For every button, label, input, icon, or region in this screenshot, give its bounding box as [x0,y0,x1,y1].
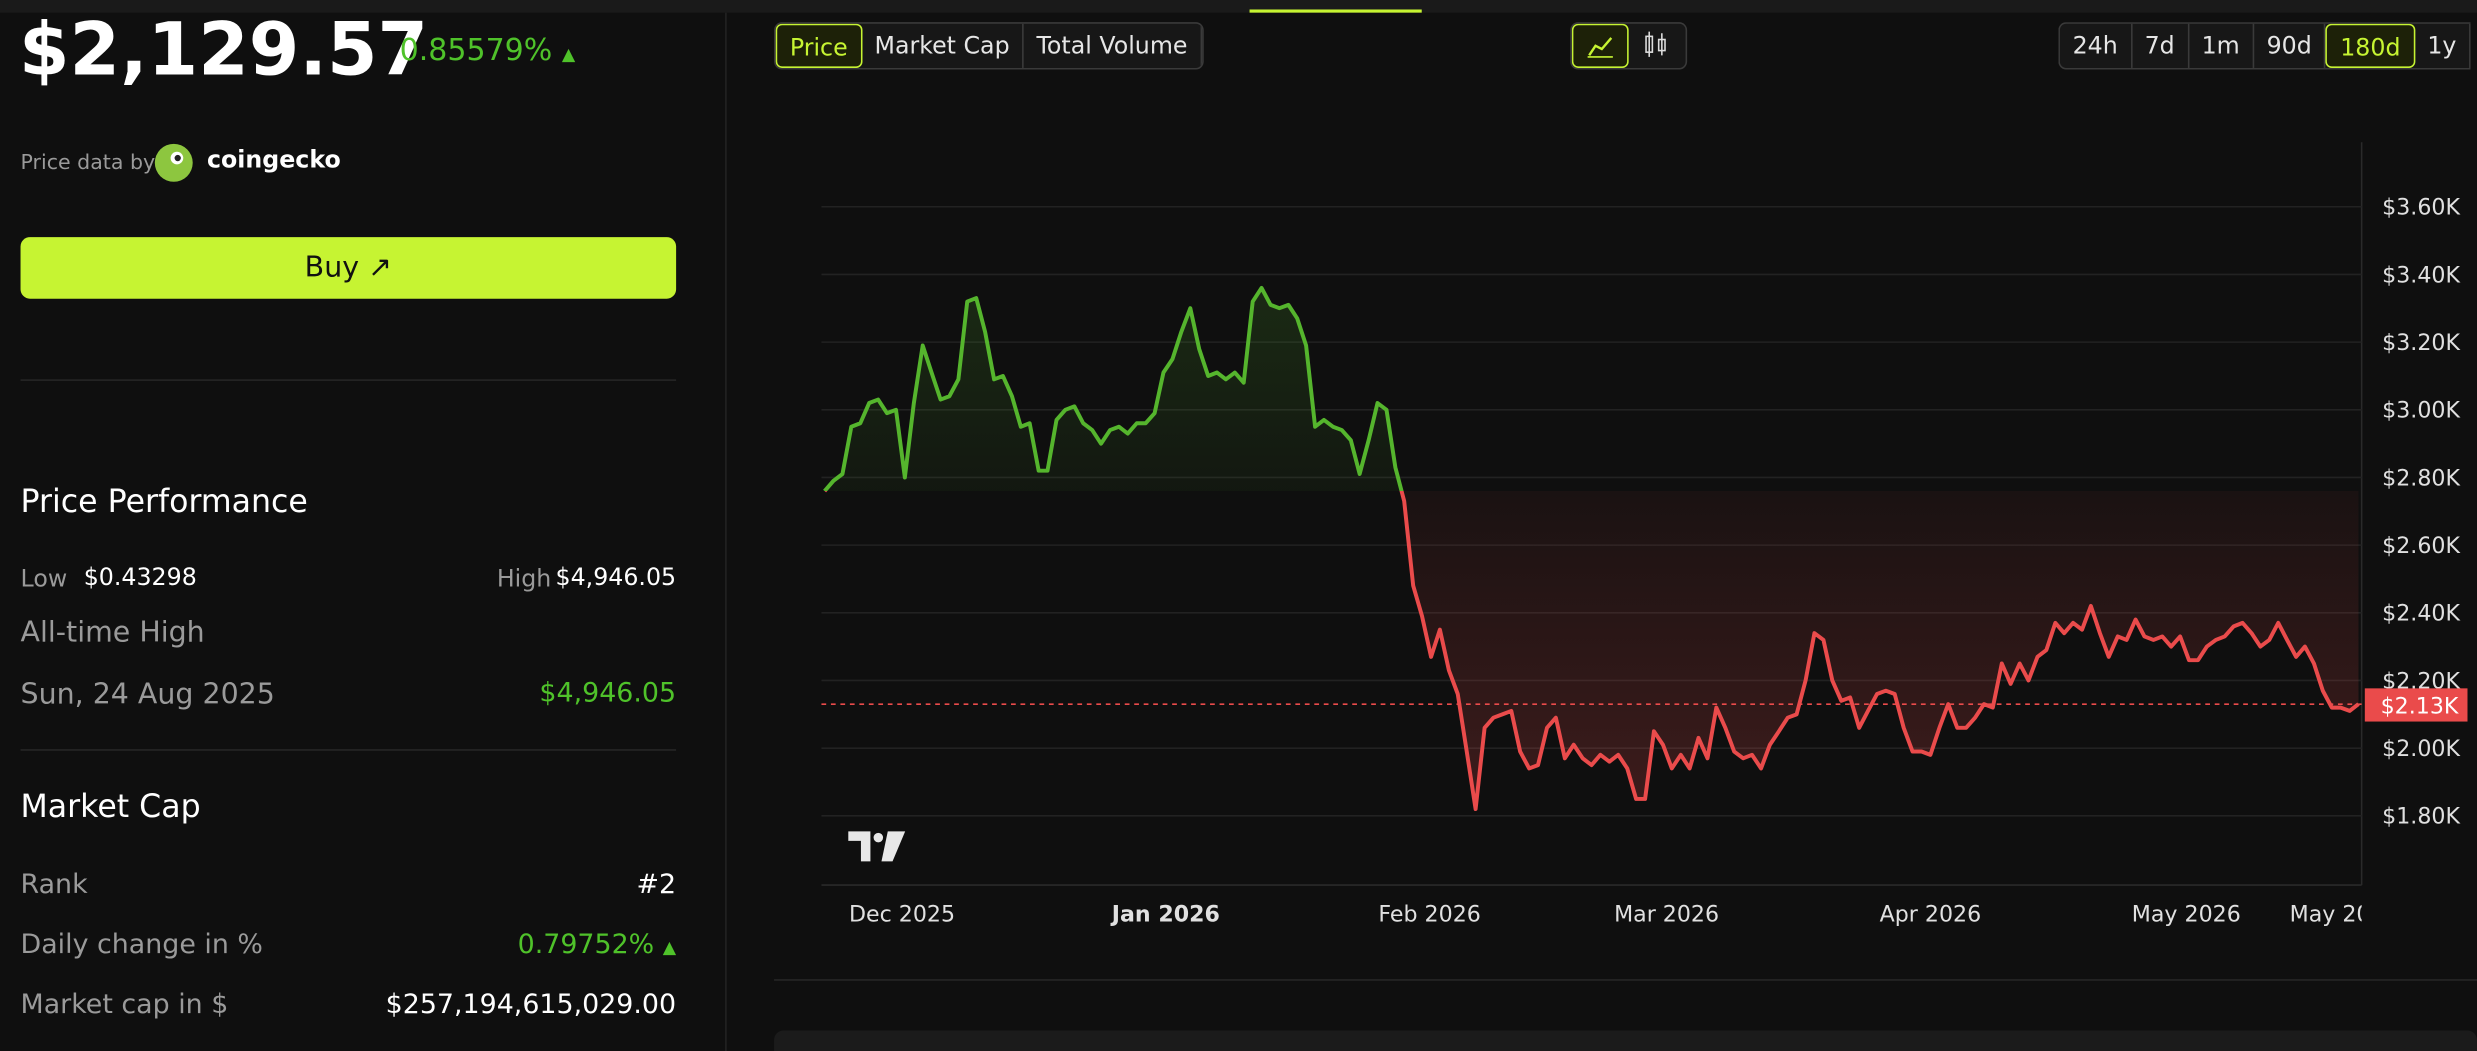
y-tick-label: $2.80K [2382,465,2460,491]
tradingview-logo [848,831,906,862]
source-prefix: Price data by [20,151,156,176]
ath-label: All-time High [20,616,205,650]
candle-chart-button[interactable] [1629,24,1686,68]
change-value: 0.85579% [399,33,553,68]
x-tick-label: Dec 2025 [849,901,955,927]
y-tick-label: $1.80K [2382,804,2460,830]
range-tab[interactable]: 90d [2254,23,2327,68]
current-price-label: $2.13K [2381,694,2459,720]
value: #2 [636,869,677,901]
buy-button[interactable]: Buy ↗ [20,237,677,299]
y-tick-label: $3.20K [2382,330,2460,356]
ath-value: $4,946.05 [539,678,677,710]
buy-label: Buy [304,251,360,285]
row-value: 0.79752% ▲ [518,929,676,961]
y-tick-label: $2.00K [2382,736,2460,762]
row-label: Daily change in % [20,929,263,961]
ath-date: Sun, 24 Aug 2025 [20,678,275,712]
low-label: Low [20,564,68,593]
coingecko-logo [154,143,193,182]
section-title: Market Cap [20,787,201,826]
separator [20,749,677,751]
range-tab[interactable]: 180d [2326,23,2415,68]
x-tick-label: Feb 2026 [1378,901,1480,927]
y-tick-label: $3.00K [2382,398,2460,424]
price: $2,129.57 [18,6,429,92]
y-tick-label: $3.40K [2382,262,2460,288]
row-label: Rank [20,869,88,901]
y-tick-label: $2.40K [2382,601,2460,627]
x-axis-labels: Dec 2025 Jan 2026 Feb 2026 Mar 2026 Apr 2026… [849,901,2371,927]
icon [1587,37,1613,58]
metric-tabs: Price Market Cap Total Volume [774,22,1204,70]
arrow: ▲ [662,937,677,958]
x-tick-label: Apr 2026 [1880,901,1982,927]
y-tick-label: $3.60K [2382,195,2460,221]
arrow-icon: ↗ [368,251,392,285]
icon [1645,31,1666,57]
high-label: High [496,564,552,593]
high-value: $4,946.05 [555,562,677,592]
change: 0.85579% ▲ [400,33,576,68]
value: $257,194,615,029.00 [385,989,677,1022]
price-line [823,285,2360,812]
metric-tab[interactable]: Market Cap [862,23,1024,68]
x-tick-label: Jan 2026 [1110,901,1220,927]
bottom-panel [774,1030,2477,1051]
low-value: $0.43298 [83,562,197,592]
tab-underline [1249,9,1422,13]
range-tab[interactable]: 1m [2189,23,2254,68]
x-tick-label: Mar 2026 [1614,901,1719,927]
row-label: Market cap in $ [20,989,229,1022]
range-tab[interactable]: 7d [2132,23,2189,68]
chart-type-toggle [1570,22,1688,70]
row-value: #2 [637,869,677,901]
divider [725,12,727,1051]
x-tick-label: May 20 [2290,901,2371,927]
top-bar [0,0,2477,13]
arrow: ▲ [561,44,576,65]
source: coingecko [206,145,341,174]
value: 0.79752% [517,929,655,961]
metric-tab[interactable]: Total Volume [1024,23,1202,68]
x-tick-label: May 2026 [2132,901,2241,927]
price-area [824,287,2359,810]
metric-tab[interactable]: Price [775,23,862,68]
section-title: Price Performance [20,482,308,520]
separator [20,379,677,381]
y-tick-label: $2.60K [2382,533,2460,559]
current-price-tag [2364,688,2468,722]
range-tab[interactable]: 1y [2415,23,2471,68]
row-value: $257,194,615,029.00 [386,989,676,1021]
line-chart-button[interactable] [1571,23,1629,68]
range-tabs: 24h 7d 1m 90d 180d 1y [2058,22,2471,70]
range-tab[interactable]: 24h [2060,23,2132,68]
